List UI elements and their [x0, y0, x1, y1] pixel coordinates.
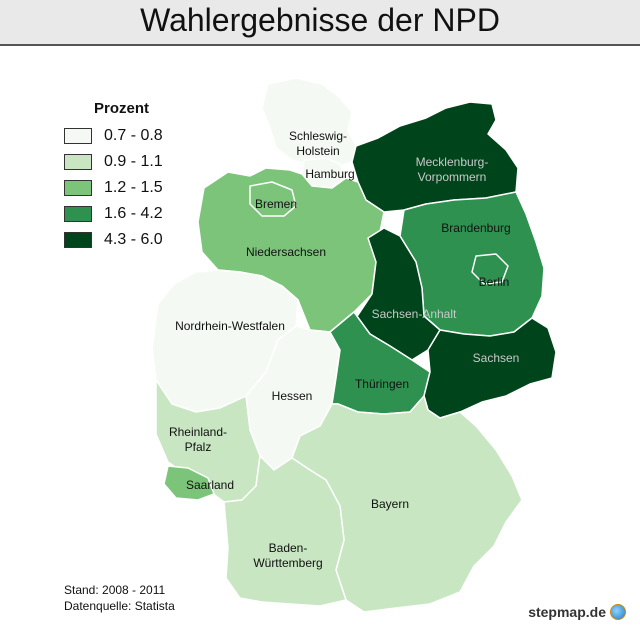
state-label-line: Bremen [255, 197, 297, 211]
legend-swatch [64, 180, 92, 196]
state-bremen[interactable] [249, 181, 297, 217]
legend-item: 0.9 - 1.1 [64, 149, 163, 175]
state-label-line: Rheinland- [169, 425, 227, 439]
legend-item: 0.7 - 0.8 [64, 123, 163, 149]
label-mecklenburg-vorpommern: Mecklenburg-Vorpommern [416, 155, 489, 184]
legend-swatch [64, 232, 92, 248]
state-label-line: Nordrhein-Westfalen [175, 319, 285, 333]
legend-label: 0.7 - 0.8 [104, 127, 163, 144]
label-sachsen-anhalt: Sachsen-Anhalt [372, 307, 457, 321]
label-berlin: Berlin [479, 275, 510, 289]
label-nordrhein-westfalen: Nordrhein-Westfalen [175, 319, 285, 333]
label-baden-wuerttemberg: Baden-Württemberg [253, 541, 322, 570]
legend-label: 1.6 - 4.2 [104, 205, 163, 222]
legend-label: 4.3 - 6.0 [104, 231, 163, 248]
state-berlin[interactable] [471, 253, 509, 285]
label-bayern: Bayern [371, 497, 409, 511]
legend-label: 0.9 - 1.1 [104, 153, 163, 170]
label-sachsen: Sachsen [473, 351, 520, 365]
label-hessen: Hessen [272, 389, 313, 403]
state-mecklenburg-vorpommern[interactable] [351, 101, 519, 213]
credits: Stand: 2008 - 2011 Datenquelle: Statista [64, 582, 175, 614]
legend-item: 4.3 - 6.0 [64, 227, 163, 253]
state-saarland[interactable] [163, 465, 215, 501]
state-label-line: Vorpommern [418, 170, 487, 184]
brand-label: stepmap.de [528, 604, 606, 620]
brand-link[interactable]: stepmap.de [528, 604, 626, 620]
state-label-line: Mecklenburg- [416, 155, 489, 169]
legend-item: 1.6 - 4.2 [64, 201, 163, 227]
state-label-line: Bayern [371, 497, 409, 511]
state-label-line: Pfalz [185, 440, 212, 454]
state-label-line: Berlin [479, 275, 510, 289]
label-niedersachsen: Niedersachsen [246, 245, 326, 259]
label-saarland: Saarland [186, 478, 234, 492]
map-title: Wahlergebnisse der NPD [140, 2, 500, 38]
legend-item: 1.2 - 1.5 [64, 175, 163, 201]
state-label-line: Thüringen [355, 377, 409, 391]
state-label-line: Hamburg [305, 167, 354, 181]
label-brandenburg: Brandenburg [441, 221, 510, 235]
label-bremen: Bremen [255, 197, 297, 211]
credits-date: Stand: 2008 - 2011 [64, 583, 166, 597]
state-label-line: Schleswig- [289, 129, 347, 143]
state-labels: Schleswig-Holstein Hamburg Mecklenburg-V… [169, 129, 519, 570]
legend-label: 1.2 - 1.5 [104, 179, 163, 196]
title-bar: Wahlergebnisse der NPD [0, 0, 640, 46]
state-baden-wuerttemberg[interactable] [223, 455, 347, 607]
legend-swatch [64, 206, 92, 222]
state-label-line: Hessen [272, 389, 313, 403]
legend-swatch [64, 154, 92, 170]
state-label-line: Sachsen [473, 351, 520, 365]
legend: Prozent 0.7 - 0.8 0.9 - 1.1 1.2 - 1.5 1.… [64, 100, 163, 253]
state-label-line: Württemberg [253, 556, 322, 570]
state-sachsen[interactable] [423, 317, 557, 419]
label-thueringen: Thüringen [355, 377, 409, 391]
legend-swatch [64, 128, 92, 144]
label-schleswig-holstein: Schleswig-Holstein [289, 129, 347, 158]
state-label-line: Sachsen-Anhalt [372, 307, 457, 321]
state-label-line: Niedersachsen [246, 245, 326, 259]
label-rheinland-pfalz: Rheinland-Pfalz [169, 425, 227, 454]
credits-source: Datenquelle: Statista [64, 599, 175, 613]
state-label-line: Holstein [296, 144, 339, 158]
legend-title: Prozent [94, 100, 150, 117]
label-hamburg: Hamburg [305, 167, 354, 181]
globe-icon [610, 604, 626, 620]
state-label-line: Baden- [269, 541, 308, 555]
state-label-line: Saarland [186, 478, 234, 492]
state-label-line: Brandenburg [441, 221, 510, 235]
